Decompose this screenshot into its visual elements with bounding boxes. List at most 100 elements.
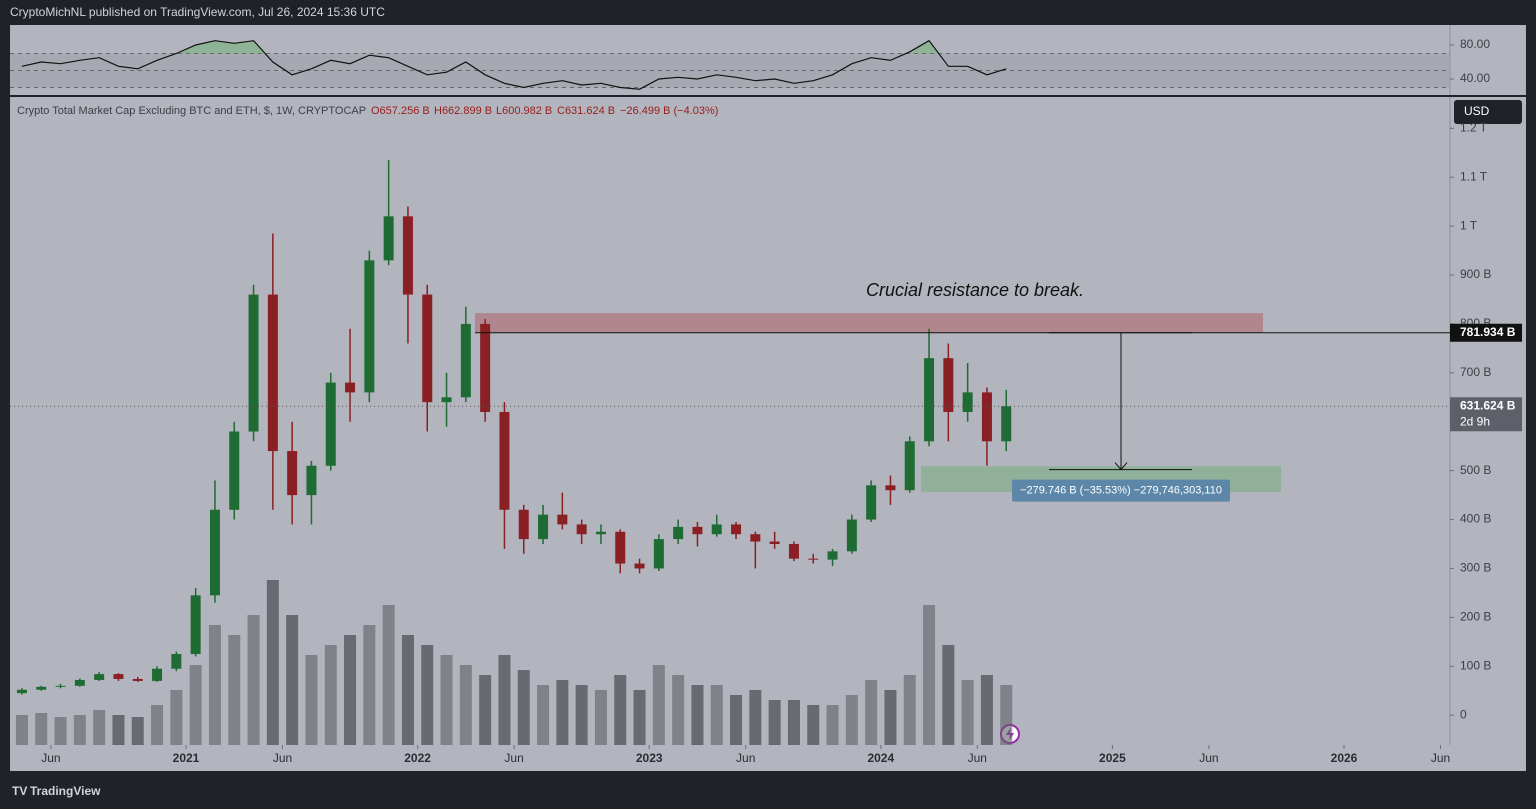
volume-bar [382, 605, 395, 745]
candle-body [36, 686, 47, 690]
volume-bar [807, 705, 820, 745]
currency[interactable]: USD [1464, 104, 1490, 118]
volume-bar [556, 680, 569, 745]
x-tick-label: Jun [1431, 751, 1450, 765]
price-label: 781.934 B [1460, 325, 1516, 339]
candle-body [788, 543, 799, 559]
volume-bar [768, 700, 781, 745]
candle-body [383, 216, 394, 261]
candle-body [345, 382, 356, 393]
volume-bar [479, 675, 492, 745]
candle-body [499, 411, 510, 510]
volume-bar [652, 665, 665, 745]
annotation: Crucial resistance to break. [866, 280, 1084, 300]
candle-body [538, 514, 549, 540]
y-tick-label: 300 B [1460, 561, 1491, 575]
candle-body [885, 485, 896, 491]
y-tick-label: 1 T [1460, 218, 1478, 232]
candle-body [866, 485, 877, 520]
candle-body [518, 509, 529, 540]
y-tick-label: 700 B [1460, 365, 1491, 379]
resistance-zone [475, 313, 1263, 333]
volume-bar [363, 625, 376, 745]
volume-bar [498, 655, 511, 745]
ohlc-change: −26.499 B (−4.03%) [620, 105, 718, 117]
volume-bar [401, 635, 414, 745]
ohlc-low: L600.982 B [496, 105, 552, 117]
candle-body [962, 392, 973, 412]
volume-bar [594, 690, 607, 745]
x-tick-label: 2024 [867, 751, 894, 765]
volume-bar [305, 655, 318, 745]
candle-body [460, 323, 471, 398]
volume-bar [440, 655, 453, 745]
volume-bar [151, 705, 164, 745]
candle-body [653, 539, 664, 569]
candle-body [924, 358, 935, 442]
candle-body [634, 563, 645, 569]
candle-body [480, 323, 491, 412]
volume-bar [633, 690, 646, 745]
volume-bar [710, 685, 723, 745]
x-tick-label: Jun [736, 751, 755, 765]
candle-body [904, 441, 915, 491]
candle-body [750, 534, 761, 542]
volume-bar [73, 715, 86, 745]
countdown: 2d 9h [1460, 414, 1490, 428]
volume-bar [614, 675, 627, 745]
candle-body [132, 678, 143, 681]
y-tick-label: 0 [1460, 707, 1467, 721]
y-tick-label: 900 B [1460, 267, 1491, 281]
volume-bar [845, 695, 858, 745]
currency-button[interactable] [1454, 100, 1522, 124]
x-tick-label: Jun [273, 751, 292, 765]
candle-body [402, 216, 413, 295]
rsi-line [21, 39, 1007, 90]
volume-bar [228, 635, 241, 745]
candle-body [364, 260, 375, 393]
rsi-overbought-fill [21, 40, 1007, 54]
volume-bar [266, 580, 279, 745]
x-tick-label: 2022 [404, 751, 431, 765]
volume-bar [903, 675, 916, 745]
candle-body [595, 531, 606, 535]
candle-body [441, 397, 452, 403]
candle-body [846, 519, 857, 552]
candle-body [229, 431, 240, 510]
candle-body [16, 689, 27, 694]
x-tick-label: 2026 [1331, 751, 1358, 765]
volume-bar [787, 700, 800, 745]
candle-body [692, 526, 703, 535]
volume-bar [749, 690, 762, 745]
candle-body [1001, 406, 1012, 442]
rsi-tick-label: 40.00 [1460, 71, 1490, 85]
y-tick-label: 500 B [1460, 463, 1491, 477]
x-tick-label: Jun [968, 751, 987, 765]
price-plot [10, 160, 1450, 745]
volume-bar [923, 605, 936, 745]
candle-body [808, 558, 819, 560]
price-label-box [1450, 323, 1522, 342]
arrow-head [1114, 462, 1128, 471]
volume-bar [344, 635, 357, 745]
candle-body [615, 531, 626, 564]
volume-bar [672, 675, 685, 745]
candle-body [248, 294, 259, 432]
time-scale [10, 745, 1526, 771]
publisher: CryptoMichNL published on TradingView.co… [10, 5, 385, 19]
price-scale [1450, 25, 1526, 745]
candle-body [827, 551, 838, 560]
candle-body [673, 526, 684, 540]
volume-bar [170, 690, 183, 745]
volume-bar [942, 645, 955, 745]
volume-bar [826, 705, 839, 745]
volume-bar [980, 675, 993, 745]
ohlc-open: O657.256 B [371, 105, 430, 117]
volume-bar [730, 695, 743, 745]
y-tick-label: 100 B [1460, 658, 1491, 672]
price-label-box [1450, 397, 1522, 432]
volume-bar [35, 713, 48, 745]
x-tick-label: Jun [504, 751, 523, 765]
volume-bar [54, 717, 67, 745]
y-tick-label: 1.1 T [1460, 169, 1488, 183]
